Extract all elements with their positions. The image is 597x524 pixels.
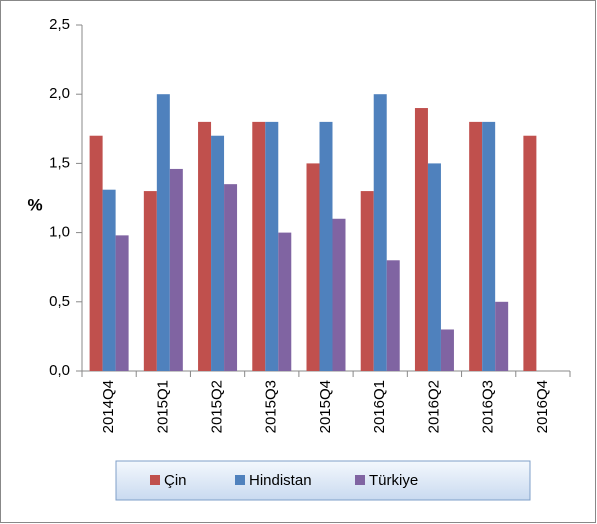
bar <box>482 121 496 371</box>
bar <box>278 232 292 371</box>
x-tick-label: 2015Q4 <box>317 380 334 433</box>
bar <box>319 121 333 371</box>
bar <box>414 108 428 371</box>
x-tick-label: 2016Q1 <box>371 380 388 433</box>
x-tick-label: 2014Q4 <box>100 380 117 433</box>
y-tick-label: 0,5 <box>49 293 70 310</box>
bar <box>440 329 454 371</box>
bar <box>427 163 441 371</box>
bar <box>332 218 346 371</box>
y-tick-label: 2,5 <box>49 16 70 33</box>
x-tick-label: 2015Q2 <box>209 380 226 433</box>
bar <box>115 235 129 371</box>
x-tick-label: 2015Q1 <box>154 380 171 433</box>
y-axis-label: % <box>27 195 42 214</box>
legend-label: Türkiye <box>369 472 418 489</box>
y-tick-label: 1,0 <box>49 224 70 241</box>
x-tick-label: 2016Q4 <box>534 380 551 433</box>
legend-label: Çin <box>164 472 187 489</box>
bar <box>523 135 537 371</box>
y-tick-label: 0,0 <box>49 362 70 379</box>
bar <box>224 184 238 371</box>
bar <box>156 94 170 371</box>
x-tick-label: 2015Q3 <box>263 380 280 433</box>
bar <box>373 94 387 371</box>
bar <box>143 191 157 371</box>
bar <box>102 189 116 371</box>
legend-label: Hindistan <box>249 472 312 489</box>
bar <box>198 121 212 371</box>
bar <box>360 191 374 371</box>
bar <box>265 121 279 371</box>
legend-swatch <box>355 475 365 485</box>
legend-swatch <box>235 475 245 485</box>
y-tick-label: 2,0 <box>49 85 70 102</box>
y-tick-label: 1,5 <box>49 154 70 171</box>
bar <box>386 260 400 371</box>
x-tick-label: 2016Q2 <box>425 380 442 433</box>
bar <box>306 163 320 371</box>
bar <box>469 121 483 371</box>
bar <box>495 301 509 371</box>
bar <box>252 121 266 371</box>
x-tick-label: 2016Q3 <box>480 380 497 433</box>
legend <box>115 460 531 501</box>
bar <box>169 168 183 371</box>
bar <box>89 135 103 371</box>
bar <box>211 135 225 371</box>
legend-swatch <box>150 475 160 485</box>
